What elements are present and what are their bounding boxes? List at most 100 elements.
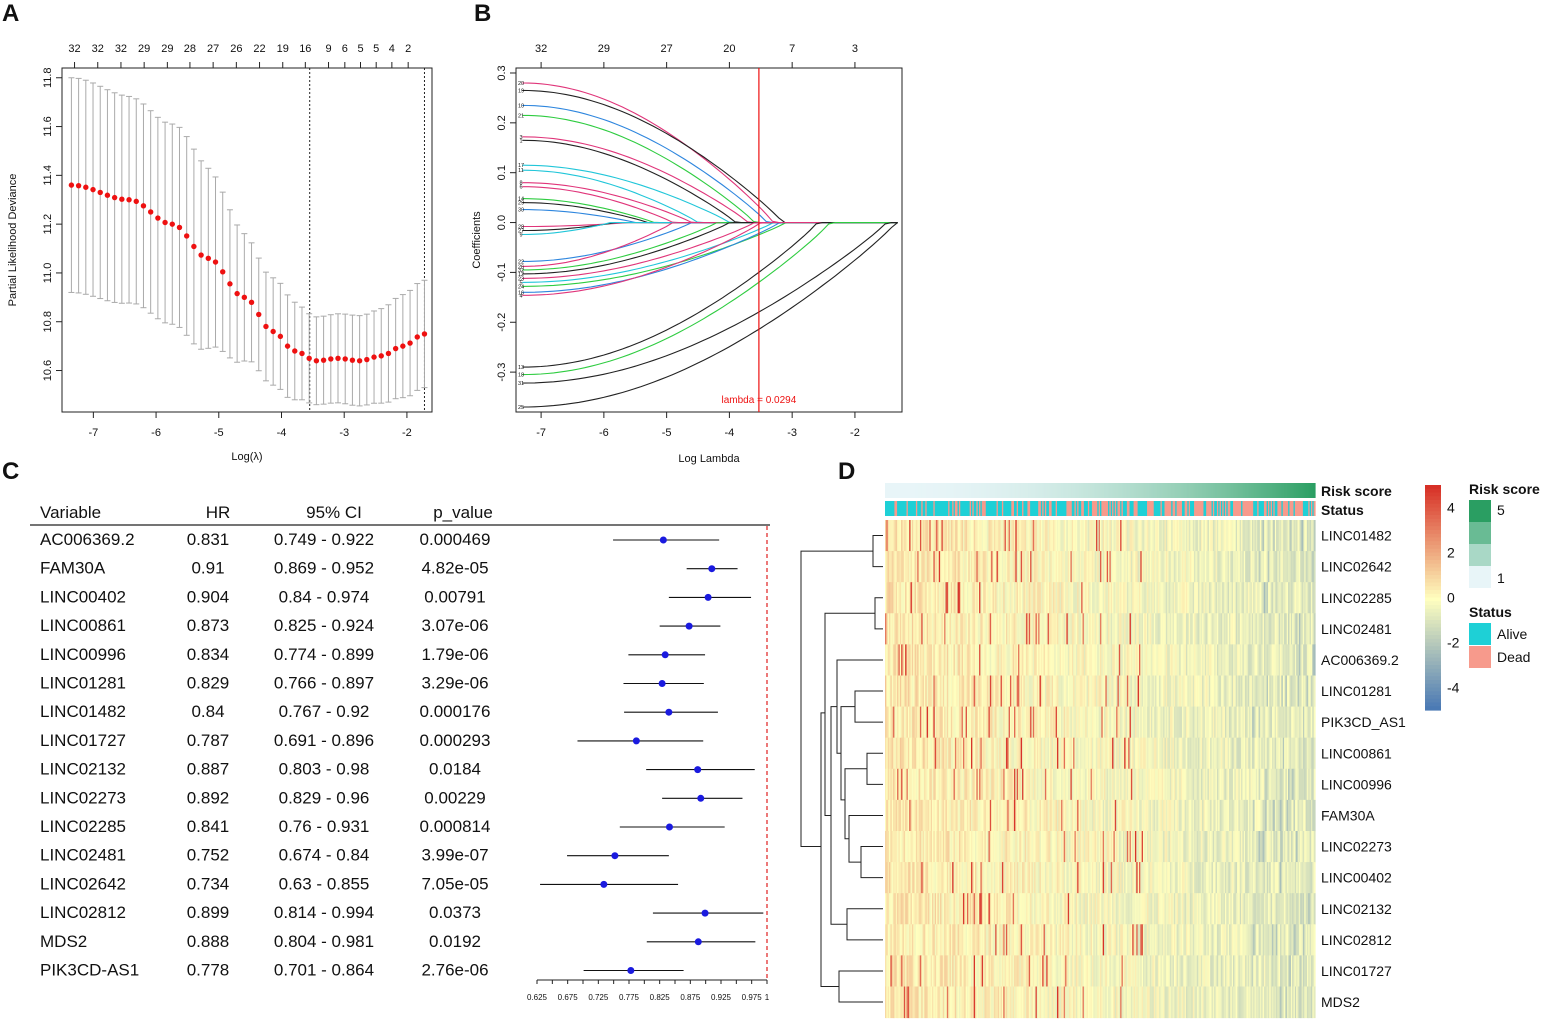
heatmap-cell <box>1199 520 1202 552</box>
heatmap-cell <box>1112 644 1115 676</box>
heatmap-cell <box>1085 520 1088 552</box>
heatmap-cell <box>1153 862 1156 894</box>
heatmap-cell <box>1047 582 1050 614</box>
status-cell <box>996 501 999 516</box>
heatmap-cell <box>1195 582 1198 614</box>
heatmap-cell <box>1039 862 1042 894</box>
heatmap-cell <box>1093 675 1096 708</box>
heatmap-cell <box>1121 768 1124 801</box>
heatmap-cell <box>1132 675 1135 708</box>
heatmap-cell <box>1239 768 1242 801</box>
heatmap-cell <box>1085 706 1088 739</box>
heatmap-cell <box>957 613 960 645</box>
heatmap-cell <box>996 768 999 801</box>
heatmap-cell <box>980 831 983 863</box>
risk-cell <box>1083 483 1086 498</box>
heatmap-cell <box>1272 737 1274 770</box>
heatmap-cell <box>958 520 961 552</box>
heatmap-cell <box>911 613 914 645</box>
heatmap-cell <box>1132 706 1135 739</box>
heatmap-cell <box>984 862 987 894</box>
heatmap-cell <box>1262 831 1265 863</box>
cv-point <box>299 350 305 357</box>
heatmap-cell <box>1032 520 1035 552</box>
heatmap-cell <box>1153 831 1156 863</box>
heatmap-cell <box>1235 706 1238 739</box>
row-label: LINC00996 <box>1321 776 1392 792</box>
heatmap-cell <box>1044 799 1047 832</box>
heatmap-cell <box>1051 768 1054 801</box>
heatmap-cell <box>906 520 909 552</box>
heatmap-cell <box>1156 768 1159 801</box>
status-cell <box>1305 501 1308 516</box>
status-cell <box>1000 501 1003 516</box>
heatmap-cell <box>1067 706 1070 739</box>
heatmap-cell <box>1141 675 1144 708</box>
heatmap-cell <box>1071 768 1074 801</box>
heatmap-cell <box>1168 675 1171 708</box>
heatmap-cell <box>1222 520 1225 552</box>
heatmap-cell <box>1238 551 1241 583</box>
heatmap-cell <box>1143 551 1145 583</box>
heatmap-cell <box>954 799 957 832</box>
heatmap-cell <box>909 737 912 770</box>
heatmap-cell <box>1218 520 1221 552</box>
heatmap-cell <box>1118 799 1121 832</box>
heatmap-cell <box>929 799 932 832</box>
heatmap-cell <box>960 551 963 583</box>
heatmap-cell <box>1301 737 1304 770</box>
heatmap-cell <box>983 582 986 614</box>
heatmap-cell <box>932 706 934 739</box>
heatmap-cell <box>956 862 959 894</box>
heatmap-cell <box>1168 862 1171 894</box>
heatmap-cell <box>1110 831 1113 863</box>
heatmap-cell <box>1301 551 1304 583</box>
heatmap-cell <box>936 551 939 583</box>
heatmap-cell <box>1004 644 1007 676</box>
heatmap-cell <box>1098 799 1101 832</box>
status-cell <box>915 501 918 516</box>
heatmap-cell <box>1058 737 1061 770</box>
heatmap-cell <box>1067 675 1070 708</box>
heatmap-cell <box>1292 520 1295 552</box>
heatmap-cell <box>1188 582 1191 614</box>
heatmap-cell <box>1220 737 1223 770</box>
heatmap-cell <box>918 644 921 676</box>
heatmap-cell <box>987 520 990 552</box>
risk-cell <box>1192 483 1195 498</box>
heatmap-cell <box>1284 582 1287 614</box>
top-tick-label: 9 <box>325 43 331 55</box>
heatmap-cell <box>971 644 973 676</box>
heatmap-cell <box>1061 582 1063 614</box>
heatmap-cell <box>1300 675 1303 708</box>
heatmap-cell <box>1067 831 1070 863</box>
status-cell <box>948 501 951 516</box>
risk-cell <box>903 483 906 498</box>
heatmap-cell <box>917 737 920 770</box>
status-cell <box>1091 501 1094 516</box>
heatmap-cell <box>1290 520 1293 552</box>
heatmap-cell <box>1040 520 1043 552</box>
heatmap-cell <box>985 799 988 832</box>
heatmap-cell <box>1114 706 1117 739</box>
heatmap-cell <box>1223 675 1226 708</box>
heatmap-cell <box>1220 520 1223 552</box>
heatmap-cell <box>932 582 934 614</box>
heatmap-cell <box>898 675 901 708</box>
heatmap-cell <box>1124 613 1127 645</box>
heatmap-cell <box>946 768 949 801</box>
heatmap-cell <box>1247 520 1250 552</box>
status-cell <box>999 501 1002 516</box>
heatmap-cell <box>1141 613 1144 645</box>
heatmap-cell <box>1267 799 1270 832</box>
hr-point <box>658 680 666 687</box>
heatmap-cell <box>1293 613 1296 645</box>
status-cell <box>973 501 976 516</box>
heatmap-cell <box>1055 799 1058 832</box>
heatmap-cell <box>1071 862 1074 894</box>
heatmap-cell <box>966 831 969 863</box>
heatmap-cell <box>1227 862 1230 894</box>
heatmap-cell <box>1290 582 1293 614</box>
heatmap-cell <box>992 862 995 894</box>
heatmap-cell <box>1199 675 1202 708</box>
